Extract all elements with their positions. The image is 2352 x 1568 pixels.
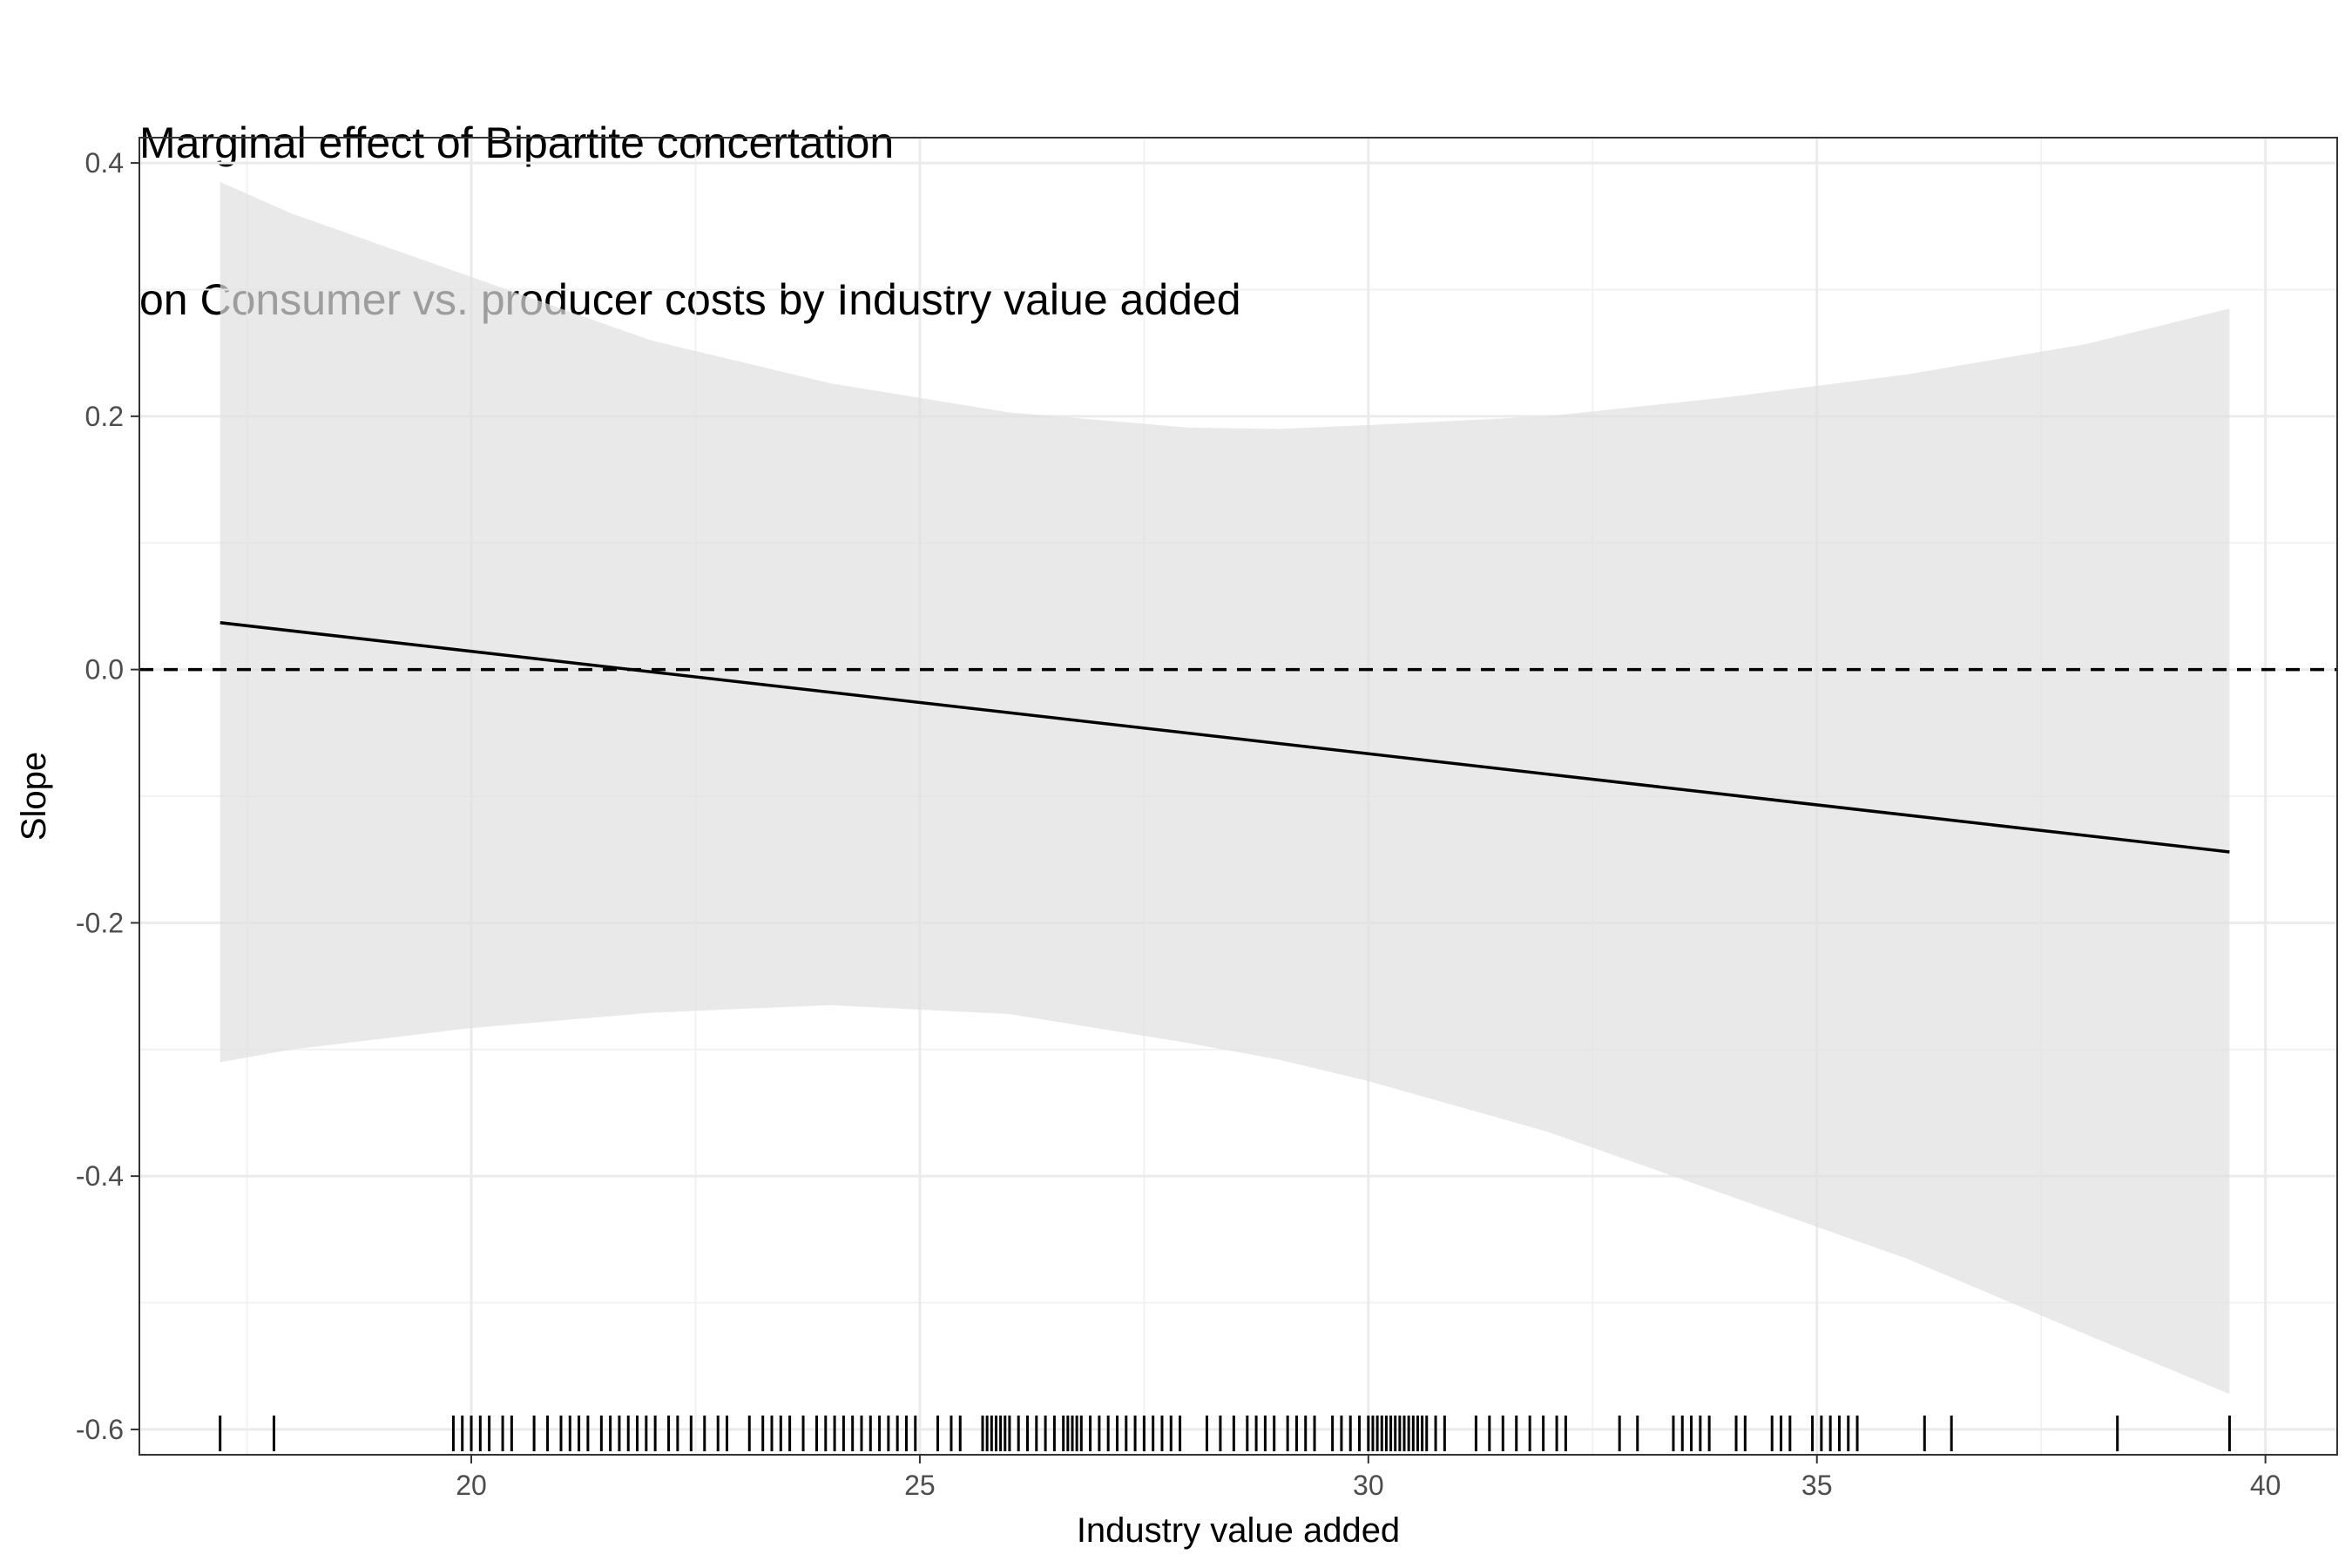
y-axis-ticks: 0.4 0.2 0.0 -0.2 -0.4 -0.6: [76, 147, 139, 1445]
x-tick-label: 25: [904, 1470, 936, 1501]
x-axis-title: Industry value added: [1077, 1511, 1400, 1550]
x-tick-label: 20: [456, 1470, 487, 1501]
x-tick-label: 30: [1353, 1470, 1384, 1501]
confidence-band-layer: [220, 181, 2230, 1395]
y-axis-title: Slope: [15, 752, 53, 841]
y-tick-label: 0.0: [85, 654, 124, 686]
x-tick-label: 35: [1801, 1470, 1833, 1501]
x-axis-ticks: 20 25 30 35 40: [456, 1455, 2281, 1501]
effect-line-layer: [220, 621, 2230, 854]
y-tick-label: 0.2: [85, 401, 124, 432]
marginal-effect-line: [220, 621, 2230, 854]
y-tick-label: -0.6: [76, 1414, 124, 1445]
x-tick-label: 40: [2250, 1470, 2281, 1501]
y-tick-label: -0.4: [76, 1160, 124, 1192]
rug-layer: [219, 1416, 2231, 1451]
panel-border: [139, 137, 2338, 1456]
y-tick-label: -0.2: [76, 907, 124, 938]
y-tick-label: 0.4: [85, 147, 124, 179]
confidence-band: [220, 181, 2230, 1395]
